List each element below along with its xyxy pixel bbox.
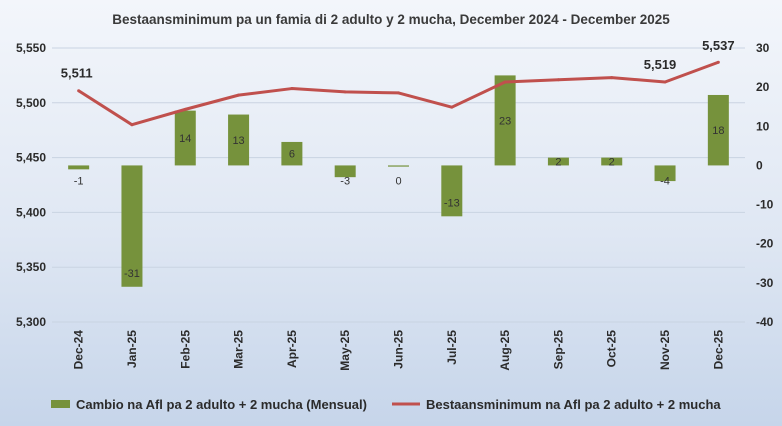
- left-axis-tick-label: 5,500: [16, 96, 46, 110]
- x-axis-tick-label: Jun-25: [392, 330, 406, 369]
- bar: [334, 165, 356, 178]
- x-axis-tick-label: Mar-25: [232, 330, 246, 369]
- line-data-label: 5,537: [702, 38, 735, 53]
- bar: [601, 157, 623, 166]
- right-axis-tick-label: -40: [756, 315, 774, 329]
- line-point: [556, 78, 560, 82]
- x-axis-tick-label: Feb-25: [178, 330, 192, 369]
- line-data-label: 5,519: [644, 57, 677, 72]
- legend: Cambio na Afl pa 2 adulto + 2 mucha (Men…: [51, 397, 721, 412]
- line-point: [503, 80, 507, 84]
- line-point: [237, 93, 241, 97]
- right-axis-tick-label: 30: [756, 41, 770, 55]
- x-axis-tick-label: Dec-25: [711, 330, 725, 370]
- bar-data-label: -3: [340, 175, 350, 187]
- x-axis-tick-label: Nov-25: [658, 330, 672, 370]
- bar-data-label: 2: [555, 157, 561, 169]
- left-axis-tick-label: 5,350: [16, 260, 46, 274]
- right-axis-tick-label: -30: [756, 276, 774, 290]
- bar-data-label: 14: [179, 133, 191, 145]
- x-axis-tick-label: May-25: [338, 330, 352, 371]
- line-point: [183, 107, 187, 111]
- bar-data-label: -4: [660, 175, 670, 187]
- line-point: [450, 105, 454, 109]
- line-series: 5,511 5,519 5,537: [61, 38, 735, 127]
- bar-data-label: 13: [232, 135, 244, 147]
- x-axis-tick-label: Oct-25: [605, 330, 619, 368]
- bar: [228, 114, 250, 166]
- right-axis-tick-label: -20: [756, 237, 774, 251]
- left-axis-tick-label: 5,450: [16, 151, 46, 165]
- bar-data-label: -13: [444, 197, 460, 209]
- bar: [388, 165, 409, 167]
- bar-data-label: -31: [124, 268, 140, 280]
- bar-data-label: 2: [609, 157, 615, 169]
- line-point: [716, 60, 720, 64]
- bar: [68, 165, 90, 170]
- bar: [494, 75, 516, 166]
- bar: [654, 165, 676, 182]
- bar: [121, 165, 143, 287]
- x-axis-tick-label: Dec-24: [72, 330, 86, 370]
- legend-bar-swatch: [51, 400, 70, 408]
- bar-data-label: -1: [74, 175, 84, 187]
- bar-series: -1 -31 14 13 6 -3 0 -13 23 2 2 -4 18: [68, 75, 729, 287]
- x-axis-tick-label: Apr-25: [285, 330, 299, 368]
- left-axis-tick-label: 5,400: [16, 205, 46, 219]
- bar: [441, 165, 463, 217]
- bar-data-label: 18: [712, 125, 724, 137]
- x-axis-tick-label: Sep-25: [551, 330, 565, 370]
- line-data-label: 5,511: [61, 66, 93, 81]
- chart-title: Bestaansminimum pa un famia di 2 adulto …: [112, 12, 670, 27]
- left-axis: 5,300 5,350 5,400 5,450 5,500 5,550: [16, 41, 46, 329]
- bar: [707, 94, 729, 166]
- right-axis-tick-label: -10: [756, 198, 774, 212]
- line-point: [77, 89, 81, 93]
- right-axis-tick-label: 0: [756, 158, 763, 172]
- line-point: [343, 90, 347, 94]
- legend-line-label: Bestaansminimum na Afl pa 2 adulto + 2 m…: [426, 397, 721, 412]
- line-point: [397, 91, 400, 95]
- x-axis: Dec-24 Jan-25 Feb-25 Mar-25 Apr-25 May-25 Jun-…: [72, 330, 726, 371]
- left-axis-tick-label: 5,300: [16, 315, 46, 329]
- right-axis: -40 -30 -20 -10 0 10 20 30: [756, 41, 774, 329]
- legend-bar-label: Cambio na Afl pa 2 adulto + 2 mucha (Men…: [76, 397, 367, 412]
- bar: [174, 110, 196, 166]
- bar-data-label: 23: [499, 115, 511, 127]
- line-point: [663, 80, 667, 84]
- bar-data-label: 0: [395, 175, 401, 187]
- x-axis-tick-label: Aug-25: [498, 330, 512, 371]
- right-axis-tick-label: 20: [756, 80, 770, 94]
- bar: [281, 141, 303, 166]
- line-point: [130, 123, 134, 127]
- x-axis-tick-label: Jul-25: [445, 330, 459, 365]
- line-point: [610, 76, 614, 80]
- line-point: [290, 87, 294, 91]
- right-axis-tick-label: 10: [756, 119, 770, 133]
- bar: [547, 157, 569, 166]
- left-axis-tick-label: 5,550: [16, 41, 46, 55]
- bar-data-label: 6: [289, 149, 295, 161]
- x-axis-tick-label: Jan-25: [125, 330, 139, 368]
- gridlines: [52, 47, 745, 323]
